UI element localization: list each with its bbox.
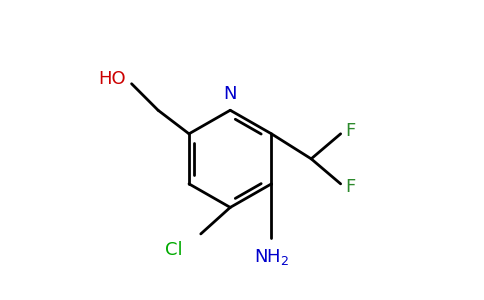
Text: HO: HO bbox=[98, 70, 126, 88]
Text: Cl: Cl bbox=[166, 241, 183, 259]
Text: N: N bbox=[224, 85, 237, 103]
Text: F: F bbox=[345, 122, 355, 140]
Text: NH$_2$: NH$_2$ bbox=[254, 247, 289, 267]
Text: F: F bbox=[345, 178, 355, 196]
